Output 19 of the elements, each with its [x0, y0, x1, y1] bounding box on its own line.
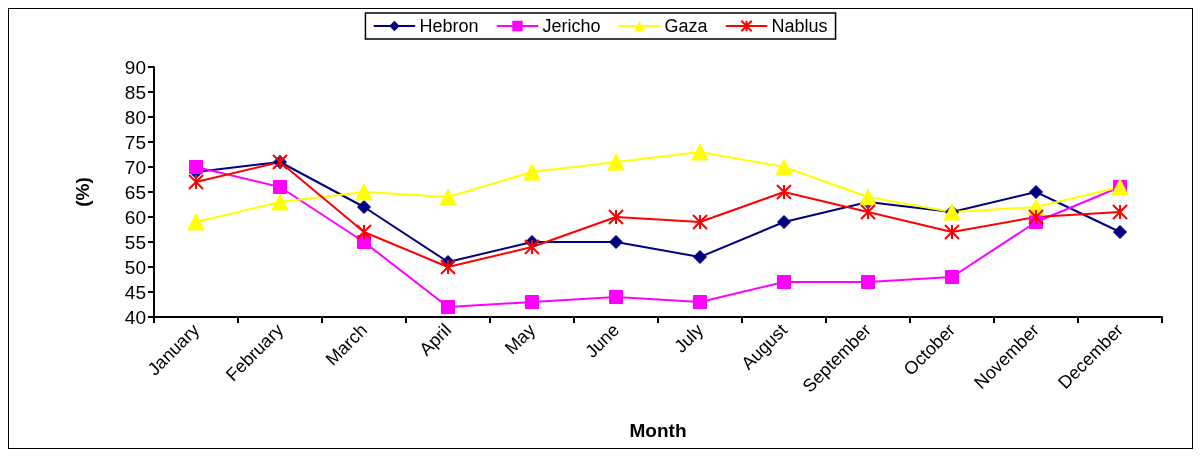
- y-tick-label: 60: [124, 206, 146, 228]
- y-tick-label: 40: [124, 306, 146, 328]
- y-tick-label: 45: [124, 281, 146, 303]
- y-tick-label: 70: [124, 156, 146, 178]
- y-tick-label: 90: [124, 56, 146, 78]
- legend-label: Hebron: [419, 16, 479, 36]
- x-tick-label: May: [500, 319, 540, 359]
- y-tick-label: 65: [124, 181, 146, 203]
- y-tick-label: 80: [124, 106, 146, 128]
- y-tick-label: 50: [124, 256, 146, 278]
- x-axis-title: Month: [629, 420, 687, 441]
- y-tick-label: 85: [124, 81, 146, 103]
- legend-label: Jericho: [542, 16, 601, 36]
- y-axis-title: (%): [72, 177, 93, 207]
- y-tick-label: 75: [124, 131, 146, 153]
- y-tick-label: 55: [124, 231, 146, 253]
- x-tick-label: July: [670, 319, 708, 357]
- legend-label: Gaza: [664, 16, 709, 36]
- legend-label: Nablus: [771, 16, 828, 36]
